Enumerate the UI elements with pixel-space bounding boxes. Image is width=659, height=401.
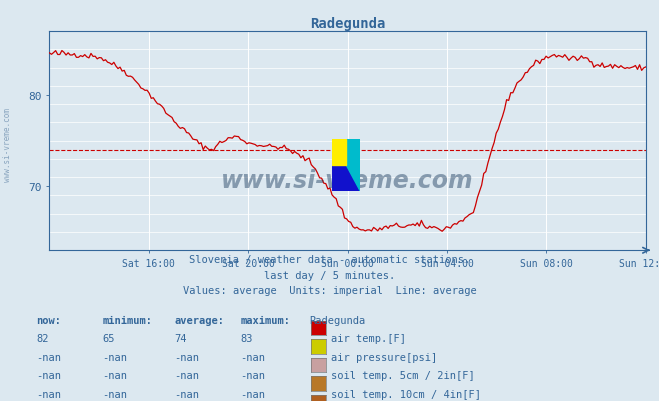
Text: 82: 82 [36, 333, 49, 343]
Text: maximum:: maximum: [241, 315, 291, 325]
Text: -nan: -nan [175, 389, 200, 399]
Text: -nan: -nan [241, 389, 266, 399]
Text: -nan: -nan [175, 352, 200, 362]
Text: Values: average  Units: imperial  Line: average: Values: average Units: imperial Line: av… [183, 285, 476, 295]
Text: 83: 83 [241, 333, 253, 343]
Text: www.si-vreme.com: www.si-vreme.com [221, 169, 474, 192]
Text: -nan: -nan [36, 370, 61, 380]
Polygon shape [332, 140, 346, 166]
Text: Slovenia / weather data - automatic stations.: Slovenia / weather data - automatic stat… [189, 255, 470, 265]
Polygon shape [332, 140, 360, 192]
Text: -nan: -nan [241, 370, 266, 380]
Text: last day / 5 minutes.: last day / 5 minutes. [264, 270, 395, 280]
Text: -nan: -nan [102, 370, 127, 380]
Text: soil temp. 10cm / 4in[F]: soil temp. 10cm / 4in[F] [331, 389, 481, 399]
Text: now:: now: [36, 315, 61, 325]
Polygon shape [332, 140, 360, 192]
Text: minimum:: minimum: [102, 315, 152, 325]
Text: www.si-vreme.com: www.si-vreme.com [3, 107, 13, 181]
Text: air pressure[psi]: air pressure[psi] [331, 352, 437, 362]
Text: Radegunda: Radegunda [310, 315, 366, 325]
Text: 74: 74 [175, 333, 187, 343]
Text: -nan: -nan [102, 389, 127, 399]
Text: 65: 65 [102, 333, 115, 343]
Text: -nan: -nan [102, 352, 127, 362]
Text: -nan: -nan [36, 352, 61, 362]
Text: -nan: -nan [241, 352, 266, 362]
Text: average:: average: [175, 315, 225, 325]
Title: Radegunda: Radegunda [310, 17, 386, 31]
Text: soil temp. 5cm / 2in[F]: soil temp. 5cm / 2in[F] [331, 370, 474, 380]
Text: air temp.[F]: air temp.[F] [331, 333, 406, 343]
Text: -nan: -nan [36, 389, 61, 399]
Text: -nan: -nan [175, 370, 200, 380]
